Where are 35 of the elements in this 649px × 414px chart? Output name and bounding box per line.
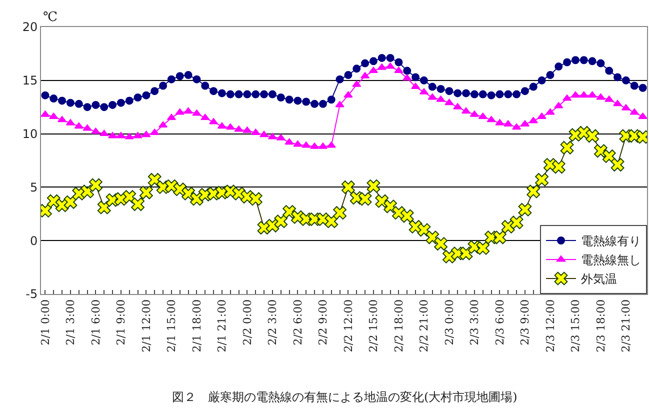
x-tick-label: 2/2 0:00	[240, 299, 254, 346]
legend-label: 外気温	[581, 272, 617, 286]
x-tick-label: 2/1 18:00	[190, 299, 204, 352]
x-tick-label: 2/1 21:00	[216, 299, 229, 352]
x-tick-label: 2/3 9:00	[518, 299, 532, 346]
x-tick-label: 2/1 6:00	[89, 299, 102, 346]
x-tick-label: 2/2 9:00	[316, 299, 330, 346]
y-axis-title: ℃	[43, 10, 58, 25]
x-tick-label: 2/1 15:00	[165, 299, 178, 352]
x-tick-label: 2/2 3:00	[266, 299, 280, 346]
x-tick-label: 2/2 12:00	[342, 299, 355, 352]
x-tick-label: 2/3 12:00	[544, 299, 557, 352]
x-tick-label: 2/2 15:00	[367, 299, 380, 352]
y-tick-label: 20	[22, 20, 38, 34]
x-tick-label: 2/3 0:00	[442, 299, 456, 346]
x-tick-label: 2/1 12:00	[140, 299, 153, 352]
x-tick-label: 2/2 6:00	[291, 299, 304, 346]
x-tick-label: 2/3 21:00	[620, 299, 633, 352]
y-tick-label: 5	[30, 180, 38, 194]
x-tick-label: 2/2 21:00	[418, 299, 431, 352]
y-tick-label: 10	[22, 127, 38, 141]
x-tick-label: 2/3 15:00	[569, 299, 582, 352]
y-tick-label: 0	[30, 234, 38, 248]
y-tick-label: 15	[22, 74, 38, 88]
legend-label: 電熱線無し	[581, 253, 641, 268]
text: 図２ 厳寒期の電熱線の有無による地温の変化(大村市現地圃場)	[172, 390, 518, 404]
x-tick-label: 2/3 18:00	[594, 299, 608, 352]
x-tick-label: 2/1 9:00	[114, 299, 128, 346]
x-tick-label: 2/2 18:00	[392, 299, 406, 352]
x-tick-label: 2/1 0:00	[38, 299, 52, 346]
x-tick-label: 2/1 3:00	[64, 299, 78, 346]
legend-label: 電熱線有り	[581, 234, 641, 248]
x-tick-label: 2/3 3:00	[468, 299, 482, 346]
x-tick-label: 2/3 6:00	[493, 299, 506, 346]
y-tick-label: -5	[26, 287, 38, 302]
